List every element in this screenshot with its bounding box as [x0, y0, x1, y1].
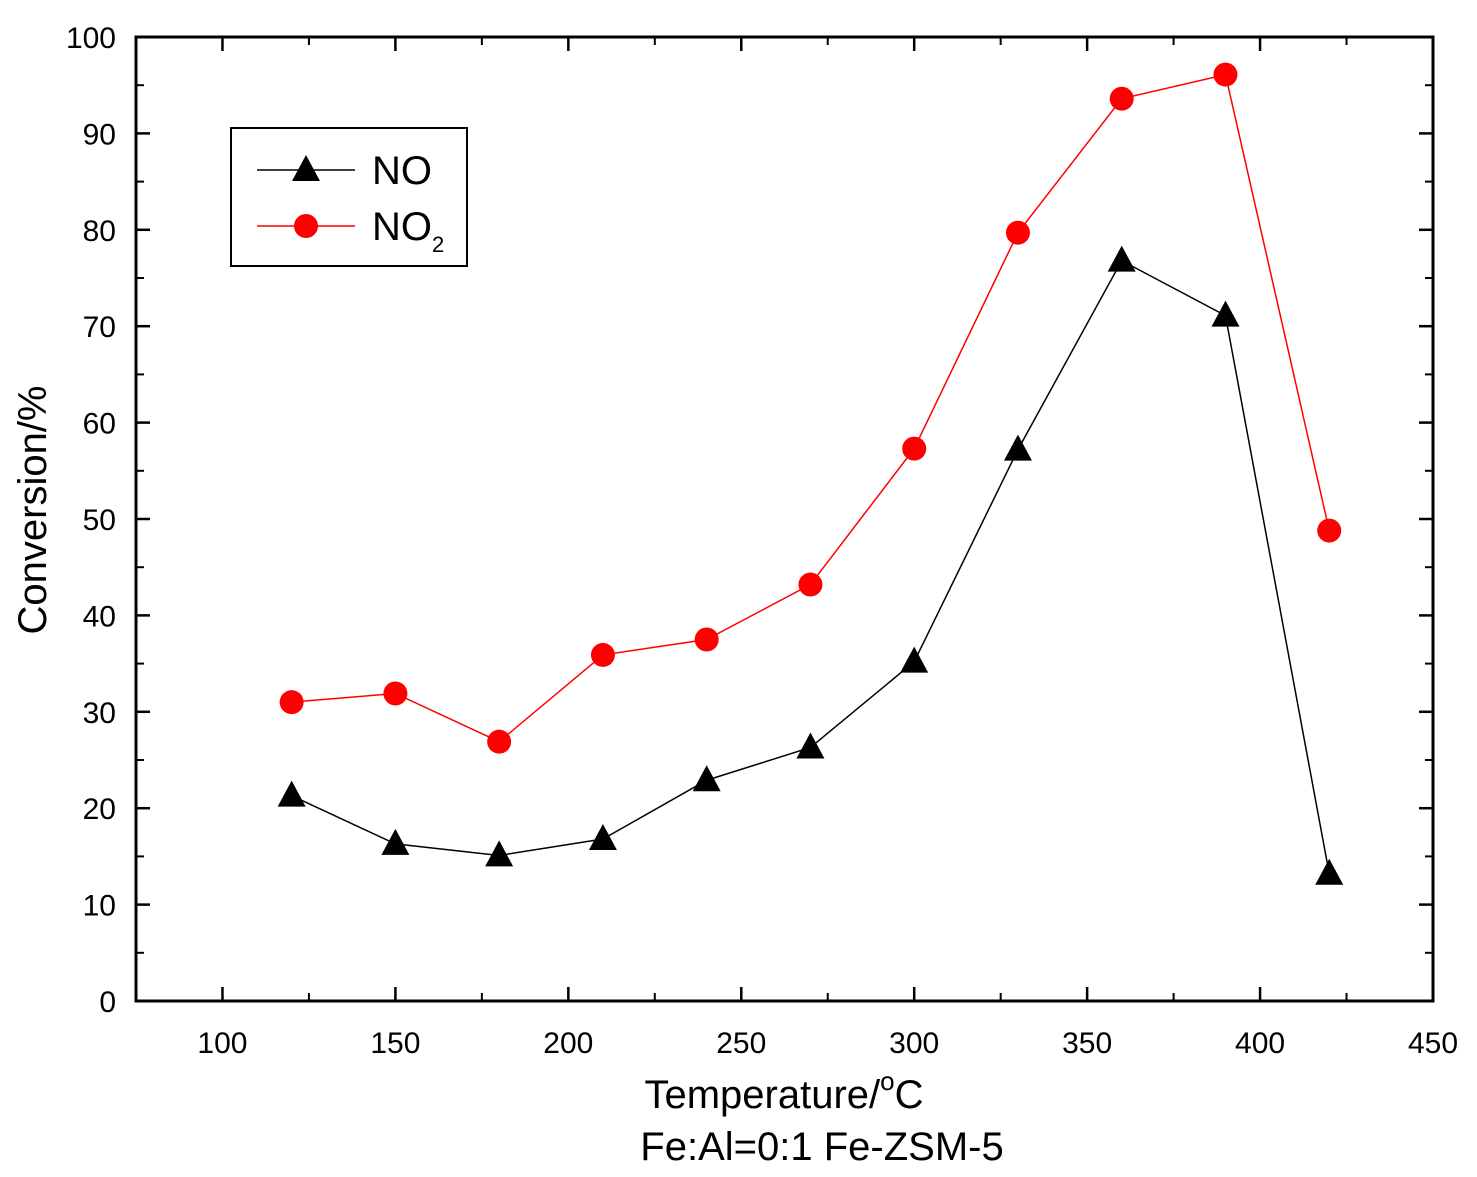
data-point-no2 [1109, 86, 1134, 111]
y-tick-label: 0 [99, 986, 116, 1019]
axis-ticks: 100 150 200 250 300 350 400 450 0 10 20 30 40 50 60 70 8… [66, 22, 1458, 1060]
legend: NO NO2 [230, 127, 468, 267]
chart-subtitle: Fe:Al=0:1 Fe-ZSM-5 [640, 1125, 1003, 1169]
y-tick-label: 100 [66, 22, 116, 55]
data-point-no [277, 780, 306, 807]
x-tick-label: 100 [197, 1027, 247, 1060]
y-tick-label: 60 [83, 408, 116, 441]
data-point-no [485, 840, 514, 867]
y-tick-label: 80 [83, 215, 116, 248]
data-point-no2 [798, 572, 823, 597]
x-tick-label: 400 [1235, 1027, 1285, 1060]
data-point-no [796, 732, 825, 759]
data-point-no [1211, 300, 1240, 327]
data-point-no2 [902, 436, 927, 461]
data-point-no2 [1213, 62, 1238, 87]
y-tick-label: 10 [83, 890, 116, 923]
y-tick-label: 90 [83, 118, 116, 151]
y-tick-label: 40 [83, 600, 116, 633]
y-tick-label: 30 [83, 697, 116, 730]
data-point-no2 [590, 642, 615, 667]
legend-marker-triangle [292, 155, 320, 181]
y-tick-label: 50 [83, 504, 116, 537]
legend-label-no2: NO2 [372, 205, 444, 257]
legend-box [230, 127, 468, 267]
data-point-no [692, 765, 721, 792]
data-point-no2 [1317, 518, 1342, 543]
data-point-no [1315, 858, 1344, 885]
y-tick-label: 20 [83, 793, 116, 826]
data-point-no [588, 824, 617, 851]
data-point-no2 [383, 681, 408, 706]
y-axis-title: Conversion/% [11, 385, 55, 634]
data-point-no [1107, 245, 1136, 272]
data-point-no2 [279, 690, 304, 715]
data-point-no2 [694, 627, 719, 652]
legend-label-no: NO [372, 149, 432, 193]
data-point-no [381, 828, 410, 855]
data-point-no2 [1005, 220, 1030, 245]
y-tick-label: 70 [83, 311, 116, 344]
x-tick-label: 200 [543, 1027, 593, 1060]
x-tick-label: 150 [370, 1027, 420, 1060]
x-tick-label: 350 [1062, 1027, 1112, 1060]
series-line-no [291, 259, 1330, 874]
data-point-no [1003, 434, 1032, 461]
data-point-no2 [487, 729, 512, 754]
x-tick-label: 250 [716, 1027, 766, 1060]
x-tick-label: 300 [889, 1027, 939, 1060]
legend-marker-circle [294, 214, 318, 238]
series-layer [277, 62, 1344, 885]
x-axis-title: Temperature/oC [644, 1066, 923, 1117]
data-point-no [900, 646, 929, 673]
x-tick-label: 450 [1408, 1027, 1458, 1060]
